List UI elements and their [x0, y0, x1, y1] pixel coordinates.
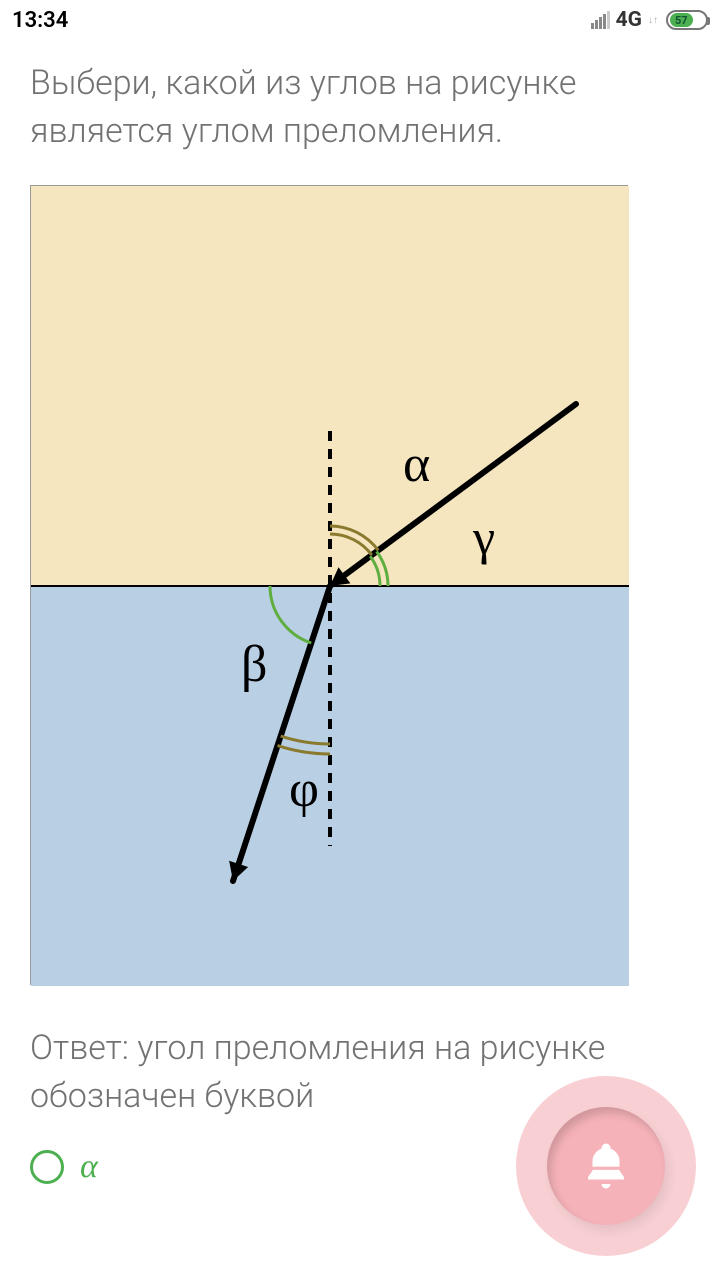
- signal-icon: [591, 11, 610, 29]
- svg-text:φ: φ: [289, 761, 319, 818]
- network-label: 4G: [616, 8, 642, 32]
- battery-icon: 57: [666, 10, 708, 30]
- battery-pct: 57: [675, 14, 688, 27]
- data-arrows-icon: ↓↑: [648, 15, 658, 26]
- option-label: α: [80, 1148, 98, 1186]
- content-area: Выбери, какой из углов на рисунке являет…: [0, 40, 720, 1186]
- status-time: 13:34: [12, 8, 68, 33]
- status-bar: 13:34 4G ↓↑ 57: [0, 0, 720, 40]
- svg-text:β: β: [241, 636, 267, 693]
- notification-fab-inner[interactable]: [547, 1107, 665, 1225]
- question-text: Выбери, какой из углов на рисунке являет…: [30, 60, 690, 155]
- svg-text:γ: γ: [472, 509, 495, 565]
- bell-icon: [579, 1139, 633, 1193]
- refraction-diagram: αγ β φ: [30, 185, 628, 985]
- status-right: 4G ↓↑ 57: [591, 8, 708, 32]
- notification-fab[interactable]: [516, 1076, 696, 1256]
- svg-text:α: α: [403, 436, 430, 493]
- radio-icon[interactable]: [30, 1150, 64, 1184]
